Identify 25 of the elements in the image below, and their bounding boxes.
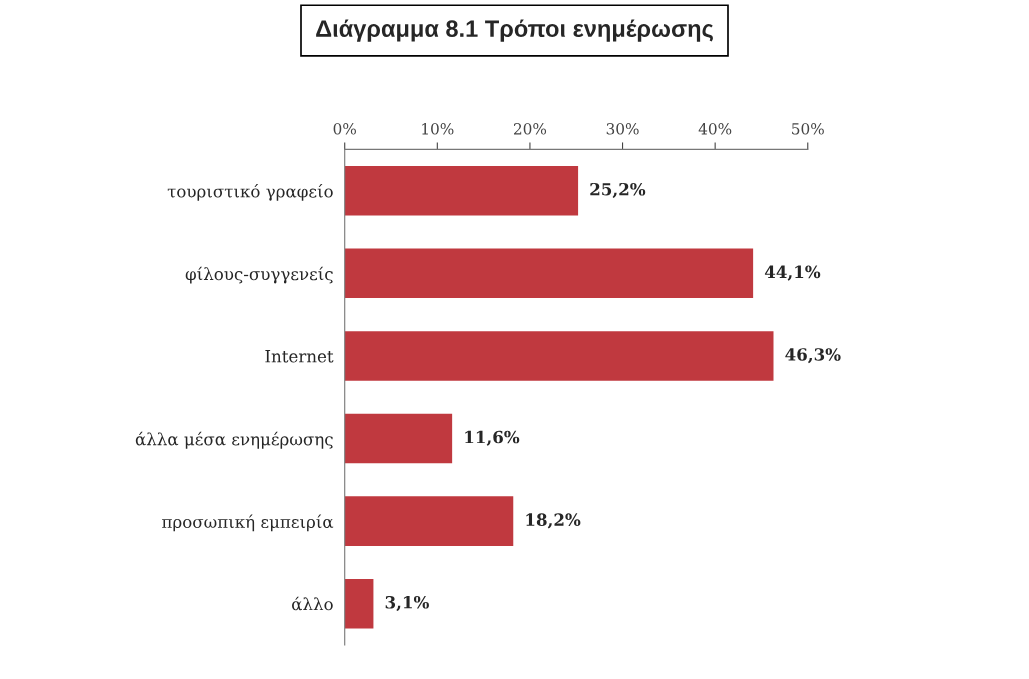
data-label: 44,1% (764, 265, 821, 281)
x-tick-label: 30% (606, 123, 639, 135)
x-tick-label: 50% (792, 123, 824, 135)
chart-title: Διάγραμμα 8.1 Τρόποι ενημέρωσης (316, 19, 713, 42)
bar (344, 413, 453, 464)
y-tick-label: άλλο (292, 596, 333, 611)
x-tick-label: 0% (333, 123, 356, 135)
x-tick-label: 40% (698, 123, 732, 135)
y-tick-label: φίλους-συγγενείς (185, 266, 333, 284)
data-label: 18,2% (526, 513, 581, 529)
y-tick-label: Internet (265, 350, 334, 363)
bar (344, 248, 754, 299)
bar (344, 331, 774, 381)
bar (344, 578, 374, 629)
bar (344, 165, 579, 216)
y-tick-label: άλλα μέσα ενημέρωσης (135, 431, 333, 449)
data-label: 3,1% (385, 595, 429, 612)
data-label: 25,2% (590, 182, 646, 199)
y-tick-label: προσωπική εμπειρία (162, 514, 334, 532)
data-label: 11,6% (465, 430, 520, 446)
x-tick-label: 20% (513, 123, 547, 135)
data-label: 46,3% (785, 348, 841, 364)
x-tick-label: 10% (422, 123, 454, 135)
y-tick-label: τουριστικό γραφείο (167, 184, 333, 201)
bar (344, 496, 514, 546)
